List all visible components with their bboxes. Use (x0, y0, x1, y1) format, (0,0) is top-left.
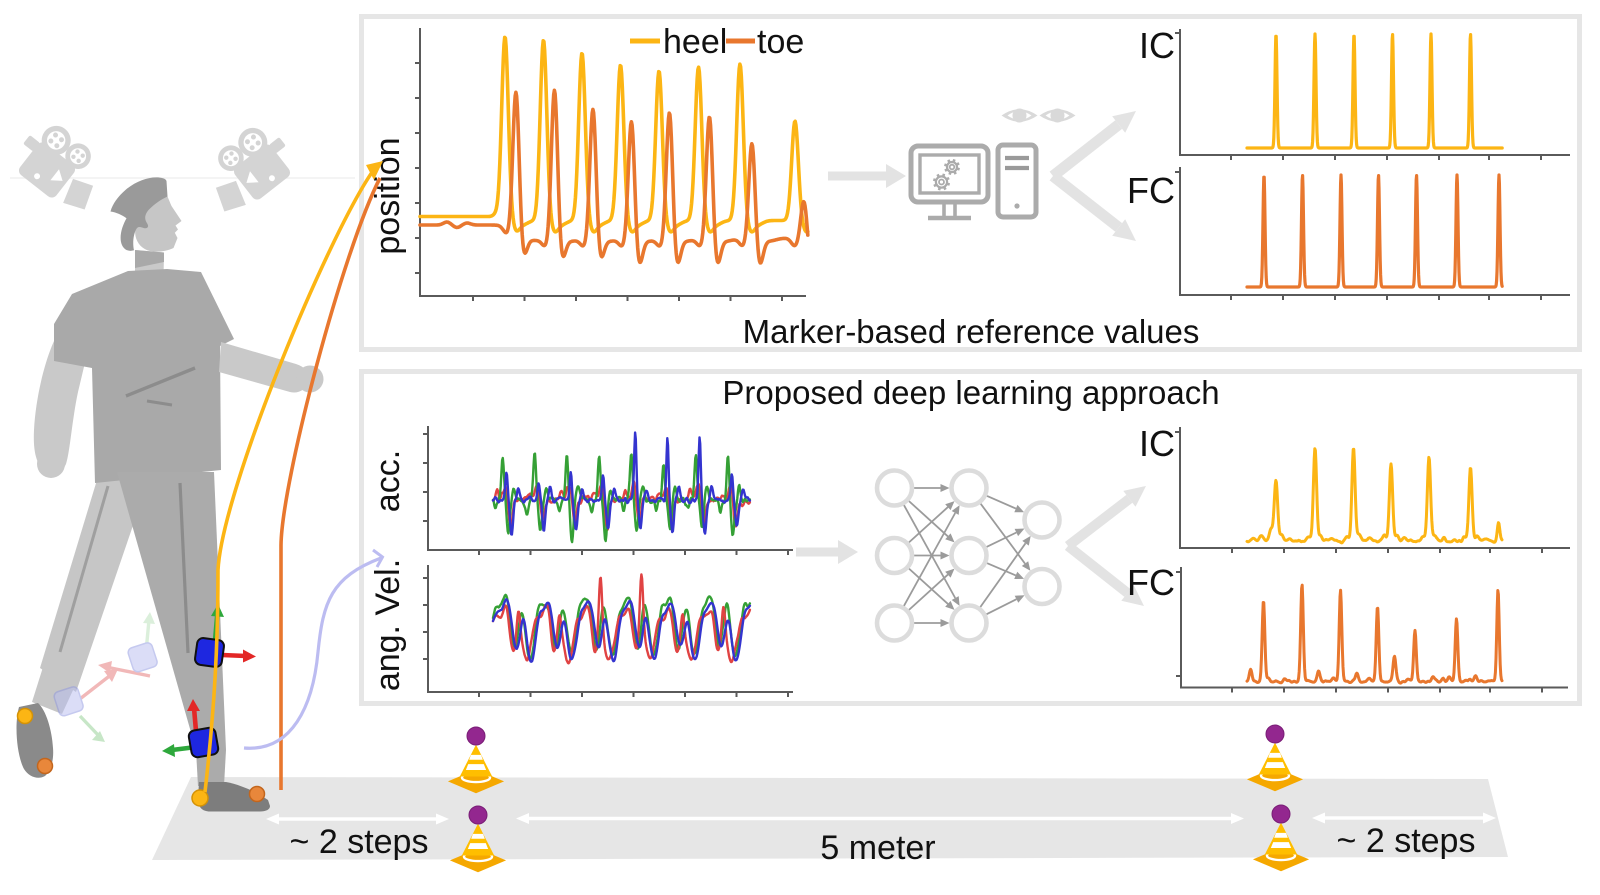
svg-text:~ 2 steps: ~ 2 steps (290, 823, 429, 861)
svg-text:IC: IC (1139, 423, 1175, 464)
svg-text:acc.: acc. (369, 450, 407, 512)
svg-text:FC: FC (1127, 562, 1175, 603)
svg-text:Proposed deep learning approac: Proposed deep learning approach (722, 374, 1219, 411)
svg-text:ang. Vel.: ang. Vel. (369, 559, 407, 691)
svg-text:FC: FC (1127, 170, 1175, 211)
svg-text:position: position (369, 137, 407, 254)
svg-text:toe: toe (757, 23, 804, 61)
svg-text:Marker-based reference values: Marker-based reference values (743, 313, 1200, 350)
svg-text:heel: heel (663, 23, 727, 61)
svg-text:~ 2 steps: ~ 2 steps (1337, 822, 1476, 860)
svg-text:5 meter: 5 meter (820, 829, 935, 867)
svg-text:IC: IC (1139, 25, 1175, 66)
